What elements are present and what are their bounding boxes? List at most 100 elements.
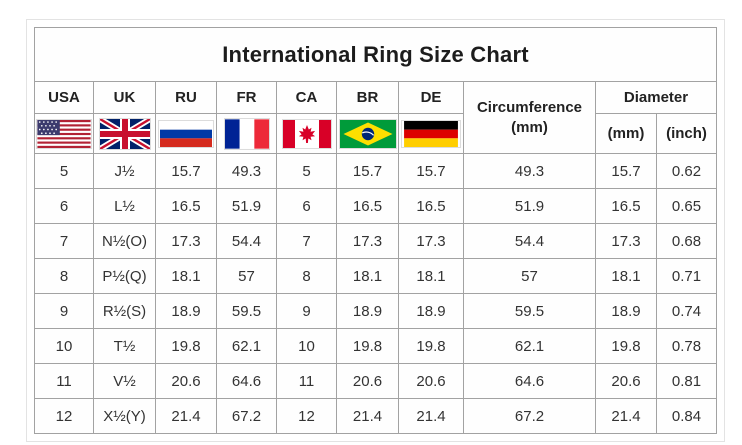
flag-cell-usa (34, 113, 94, 154)
de-size-cell: 15.7 (398, 153, 464, 189)
diameter-inch-cell: 0.74 (656, 293, 717, 329)
diameter-inch-cell: 0.84 (656, 398, 717, 434)
ru-size-cell: 19.8 (155, 328, 217, 364)
flag-cell-br (336, 113, 399, 154)
circumference-mm-cell: 49.3 (463, 153, 596, 189)
circumference-mm-cell: 67.2 (463, 398, 596, 434)
flag-cell-fr (216, 113, 277, 154)
ca-flag-icon (281, 118, 332, 149)
chart-frame: International Ring Size Chart USA UK RU … (26, 19, 725, 442)
flag-cell-ca (276, 113, 337, 154)
ca-size-cell: 11 (276, 363, 337, 399)
usa-size-cell: 8 (34, 258, 94, 294)
uk-flag-icon (98, 117, 151, 150)
column-header-ru: RU (155, 81, 217, 114)
diameter-inch-cell: 0.65 (656, 188, 717, 224)
usa-size-cell: 7 (34, 223, 94, 259)
uk-size-cell: T½ (93, 328, 156, 364)
table-row: 10 T½ 19.8 62.1 10 19.8 19.8 62.1 19.8 0.78 (34, 328, 717, 364)
diameter-mm-cell: 20.6 (595, 363, 657, 399)
column-header-ca: CA (276, 81, 337, 114)
ru-size-cell: 20.6 (155, 363, 217, 399)
diameter-mm-header: (mm) (595, 113, 657, 154)
diameter-inch-cell: 0.68 (656, 223, 717, 259)
column-header-usa: USA (34, 81, 94, 114)
br-size-cell: 15.7 (336, 153, 399, 189)
ca-size-cell: 7 (276, 223, 337, 259)
ru-size-cell: 15.7 (155, 153, 217, 189)
uk-size-cell: L½ (93, 188, 156, 224)
circumference-mm-cell: 54.4 (463, 223, 596, 259)
table-row: 12 X½(Y) 21.4 67.2 12 21.4 21.4 67.2 21.4 0.84 (34, 398, 717, 434)
fr-size-cell: 62.1 (216, 328, 277, 364)
diameter-inch-cell: 0.78 (656, 328, 717, 364)
uk-size-cell: R½(S) (93, 293, 156, 329)
flag-cell-de (398, 113, 464, 154)
flag-row: (mm) (inch) (34, 113, 717, 154)
de-size-cell: 16.5 (398, 188, 464, 224)
circumference-mm-cell: 62.1 (463, 328, 596, 364)
ca-size-cell: 8 (276, 258, 337, 294)
ca-size-cell: 10 (276, 328, 337, 364)
diameter-mm-cell: 15.7 (595, 153, 657, 189)
diameter-inch-cell: 0.81 (656, 363, 717, 399)
usa-size-cell: 6 (34, 188, 94, 224)
usa-size-cell: 12 (34, 398, 94, 434)
us-flag-icon (36, 118, 92, 149)
column-header-de: DE (398, 81, 464, 114)
ru-size-cell: 18.9 (155, 293, 217, 329)
br-size-cell: 17.3 (336, 223, 399, 259)
uk-size-cell: P½(Q) (93, 258, 156, 294)
page-title: International Ring Size Chart (222, 41, 529, 67)
fr-size-cell: 67.2 (216, 398, 277, 434)
diameter-mm-cell: 18.9 (595, 293, 657, 329)
de-size-cell: 18.9 (398, 293, 464, 329)
fr-size-cell: 54.4 (216, 223, 277, 259)
usa-size-cell: 10 (34, 328, 94, 364)
de-size-cell: 21.4 (398, 398, 464, 434)
br-size-cell: 18.9 (336, 293, 399, 329)
ca-size-cell: 12 (276, 398, 337, 434)
diameter-inch-cell: 0.62 (656, 153, 717, 189)
circumference-mm-cell: 59.5 (463, 293, 596, 329)
circumference-unit: (mm) (511, 118, 548, 136)
uk-size-cell: X½(Y) (93, 398, 156, 434)
fr-flag-icon (223, 117, 270, 150)
flag-cell-ru (155, 113, 217, 154)
br-size-cell: 19.8 (336, 328, 399, 364)
diameter-mm-cell: 16.5 (595, 188, 657, 224)
table-row: 9 R½(S) 18.9 59.5 9 18.9 18.9 59.5 18.9 0.74 (34, 293, 717, 329)
ring-size-table: International Ring Size Chart USA UK RU … (34, 27, 717, 434)
ca-size-cell: 6 (276, 188, 337, 224)
ru-size-cell: 18.1 (155, 258, 217, 294)
fr-size-cell: 51.9 (216, 188, 277, 224)
diameter-mm-cell: 18.1 (595, 258, 657, 294)
circumference-label: Circumference (476, 99, 583, 116)
uk-size-cell: N½(O) (93, 223, 156, 259)
table-row: 6 L½ 16.5 51.9 6 16.5 16.5 51.9 16.5 0.65 (34, 188, 717, 224)
ru-size-cell: 16.5 (155, 188, 217, 224)
de-size-cell: 19.8 (398, 328, 464, 364)
circumference-mm-cell: 64.6 (463, 363, 596, 399)
circumference-mm-cell: 57 (463, 258, 596, 294)
country-code-row: USA UK RU FR CA BR DE Circumference (mm)… (34, 81, 717, 154)
usa-size-cell: 9 (34, 293, 94, 329)
title-row: International Ring Size Chart (34, 27, 717, 82)
ring-size-rows: 5 J½ 15.7 49.3 5 15.7 15.7 49.3 15.7 0.62 6 L½ 16.5 5… (34, 153, 717, 434)
usa-size-cell: 5 (34, 153, 94, 189)
ca-size-cell: 9 (276, 293, 337, 329)
diameter-mm-cell: 19.8 (595, 328, 657, 364)
circumference-mm-cell: 51.9 (463, 188, 596, 224)
column-header-circumference: Circumference (mm) (463, 81, 596, 154)
fr-size-cell: 49.3 (216, 153, 277, 189)
de-size-cell: 20.6 (398, 363, 464, 399)
column-header-br: BR (336, 81, 399, 114)
ca-size-cell: 5 (276, 153, 337, 189)
br-size-cell: 16.5 (336, 188, 399, 224)
table-row: 11 V½ 20.6 64.6 11 20.6 20.6 64.6 20.6 0.81 (34, 363, 717, 399)
de-size-cell: 18.1 (398, 258, 464, 294)
uk-size-cell: V½ (93, 363, 156, 399)
ru-size-cell: 21.4 (155, 398, 217, 434)
br-size-cell: 20.6 (336, 363, 399, 399)
diameter-inch-cell: 0.71 (656, 258, 717, 294)
